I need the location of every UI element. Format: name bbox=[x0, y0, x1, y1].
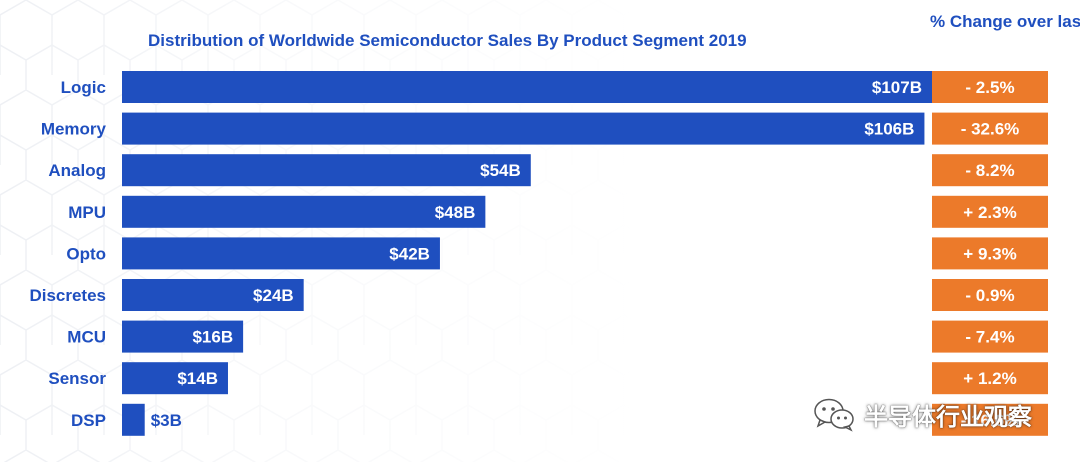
change-box bbox=[932, 403, 1048, 436]
category-label: Memory bbox=[41, 120, 107, 139]
bar bbox=[122, 320, 244, 353]
change-label: - 2.5% bbox=[965, 78, 1014, 97]
change-box bbox=[932, 112, 1048, 145]
change-box bbox=[932, 237, 1048, 270]
category-label: Opto bbox=[66, 244, 106, 263]
change-label: + 2.3% bbox=[963, 203, 1016, 222]
bar bbox=[122, 279, 304, 311]
change-label: - 7.4% bbox=[965, 328, 1014, 347]
bar-value-label: $24B bbox=[253, 286, 294, 305]
bar-value-label: $48B bbox=[435, 203, 476, 222]
bar-value-label: $107B bbox=[872, 78, 922, 97]
change-box bbox=[932, 320, 1048, 353]
bar bbox=[122, 195, 486, 228]
category-label: MPU bbox=[68, 203, 106, 222]
change-box bbox=[932, 71, 1048, 103]
bar-value-label: $3B bbox=[151, 411, 182, 430]
chart-title: Distribution of Worldwide Semiconductor … bbox=[148, 31, 747, 50]
bar bbox=[122, 71, 932, 103]
bar-value-label: $54B bbox=[480, 161, 521, 180]
bar-value-label: $14B bbox=[177, 369, 218, 388]
category-label: Discretes bbox=[29, 286, 106, 305]
change-box bbox=[932, 195, 1048, 228]
change-label: - 32.6% bbox=[961, 120, 1020, 139]
category-label: Analog bbox=[48, 161, 106, 180]
change-header-text: % Change over last year bbox=[930, 12, 1080, 31]
change-label: - 8.2% bbox=[965, 161, 1014, 180]
bar bbox=[122, 362, 228, 395]
bar bbox=[122, 237, 440, 270]
watermark: 半导体行业观察 bbox=[812, 394, 1032, 434]
bar bbox=[122, 403, 145, 436]
wechat-logo-icon bbox=[814, 398, 854, 432]
category-label: Sensor bbox=[48, 369, 106, 388]
bar bbox=[122, 154, 531, 187]
change-label: - 0.9% bbox=[965, 286, 1014, 305]
bar-value-label: $106B bbox=[864, 120, 914, 139]
bar bbox=[122, 112, 925, 145]
category-label: Logic bbox=[61, 78, 106, 97]
change-column-header: % Change over last year bbox=[930, 11, 1080, 33]
change-box bbox=[932, 279, 1048, 311]
change-label: + 1.2% bbox=[963, 369, 1016, 388]
category-label: MCU bbox=[67, 328, 106, 347]
bar-value-label: $42B bbox=[389, 244, 430, 263]
bar-value-label: $16B bbox=[192, 328, 233, 347]
change-label: + 9.3% bbox=[963, 244, 1016, 263]
change-box bbox=[932, 362, 1048, 395]
change-box bbox=[932, 154, 1048, 187]
change-label: - 16.6% bbox=[961, 411, 1020, 430]
category-label: DSP bbox=[71, 411, 106, 430]
watermark-text: 半导体行业观察 bbox=[864, 402, 1032, 431]
